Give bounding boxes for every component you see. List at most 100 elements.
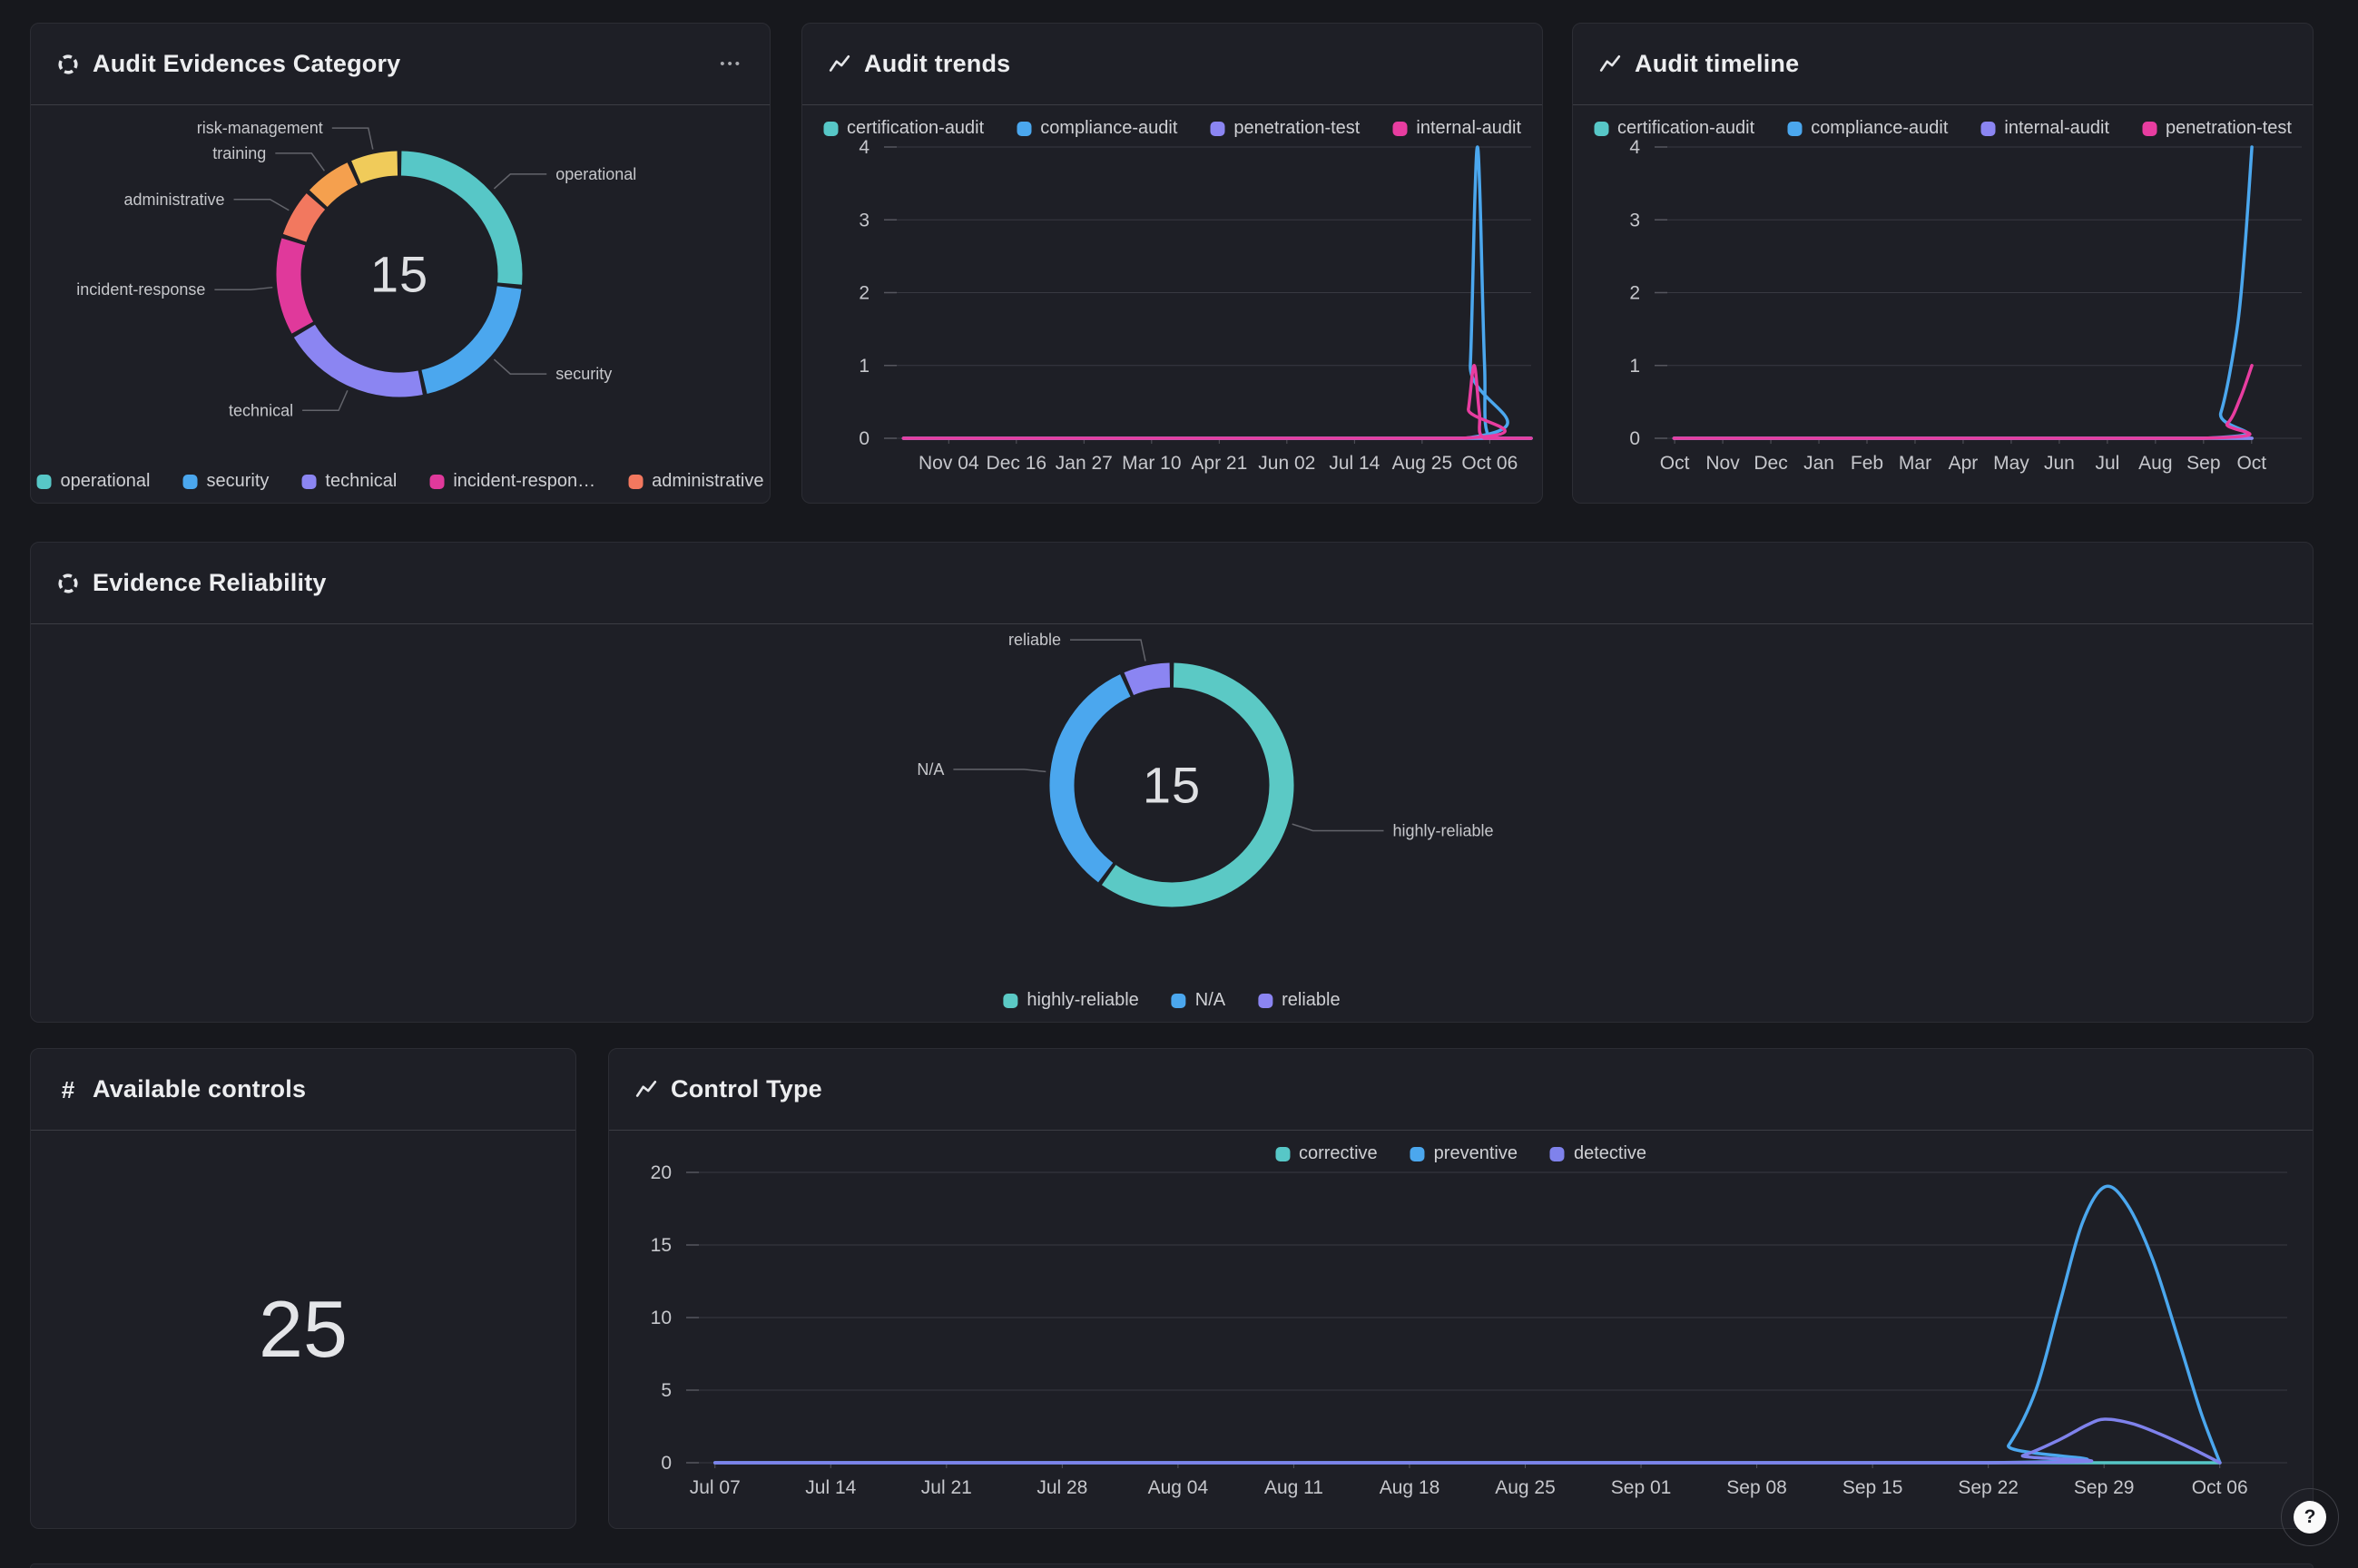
legend-item[interactable]: certification-audit (823, 118, 984, 139)
line-chart: 0 5 10 15 20 Jul 07 Jul 14 Jul 21 Jul 28 Aug 04 Au… (651, 1162, 2287, 1498)
legend-swatch (1410, 1146, 1425, 1161)
donut-segment-security[interactable] (421, 285, 522, 395)
callout-line (302, 390, 349, 412)
callout-label: highly-reliable (1392, 822, 1493, 840)
donut-segment-incident-response[interactable] (276, 238, 314, 334)
hash-icon: # (61, 1075, 75, 1103)
legend-item[interactable]: administrative (628, 471, 763, 492)
donut-segment-operational[interactable] (400, 151, 523, 285)
panel-menu-button[interactable]: ••• (718, 52, 744, 76)
x-tick-label: Jul 21 (921, 1477, 972, 1498)
x-tick-label: Jul 07 (690, 1477, 741, 1498)
callout-label: training (212, 144, 266, 162)
series-line-preventive (713, 1184, 2222, 1465)
line-chart-icon (828, 53, 851, 76)
donut-segment-technical[interactable] (293, 324, 423, 397)
legend-item[interactable]: compliance-audit (1787, 118, 1948, 139)
y-tick-label: 10 (651, 1308, 672, 1328)
legend-item[interactable]: operational (36, 471, 150, 492)
legend-item[interactable]: reliable (1258, 990, 1341, 1011)
legend-label: administrative (652, 471, 764, 491)
x-tick-label: Apr 21 (1191, 453, 1247, 474)
panel-title: Audit Evidences Category (93, 50, 401, 77)
callout-line (493, 173, 547, 190)
panel-audit-timeline: Audit timeline certification-audit compli… (1572, 23, 2314, 504)
legend-item[interactable]: preventive (1410, 1143, 1518, 1164)
callout-label: reliable (1008, 631, 1061, 649)
legend-item[interactable]: penetration-test (1210, 118, 1360, 139)
donut-segment-reliable[interactable] (1124, 662, 1171, 696)
y-tick-label: 0 (661, 1453, 672, 1474)
panel-audit-evidences-category: Audit Evidences Category ••• operational… (30, 23, 771, 504)
panel-evidence-reliability: Evidence Reliability highly-reliable N/A r… (30, 542, 2314, 1023)
x-tick-label: Jul 14 (805, 1477, 856, 1498)
callout-label: technical (229, 401, 293, 419)
legend-item[interactable]: highly-reliable (1003, 990, 1139, 1011)
panel-header: Audit timeline (1573, 24, 2313, 105)
callout-line (1292, 823, 1384, 832)
panel-control-type: Control Type corrective preventive detecti… (608, 1048, 2314, 1529)
legend-label: reliable (1282, 990, 1341, 1010)
chart-legend: corrective preventive detective (1274, 1143, 1647, 1164)
donut-chart-icon (56, 53, 80, 76)
panel-header: Control Type (609, 1049, 2313, 1131)
donut-segment-administrative[interactable] (282, 193, 326, 242)
callout-line (1070, 639, 1146, 662)
x-tick-label: Jul 14 (1329, 453, 1380, 474)
legend-swatch (1171, 993, 1186, 1008)
donut-segment-highly-reliable[interactable] (1101, 662, 1294, 907)
legend-label: detective (1573, 1143, 1647, 1163)
y-tick-label: 2 (1629, 283, 1640, 304)
legend-item[interactable]: internal-audit (1392, 118, 1521, 139)
callout-line (233, 199, 290, 211)
x-tick-label: Aug (2138, 453, 2172, 474)
line-chart: 0 1 2 3 4 Nov 04 Dec 16 Jan 27 Mar 10 Apr 21 Jun 0… (859, 137, 1533, 474)
legend-item[interactable]: security (182, 471, 269, 492)
x-tick-label: Dec (1754, 453, 1787, 474)
legend-label: highly-reliable (1027, 990, 1139, 1010)
series-line-internal-audit (901, 363, 1533, 440)
x-tick-label: Oct 06 (1461, 453, 1518, 474)
legend-item[interactable]: compliance-audit (1017, 118, 1177, 139)
legend-item[interactable]: corrective (1274, 1143, 1378, 1164)
legend-swatch (1017, 121, 1032, 136)
legend-label: security (206, 471, 270, 491)
panel-header: Audit Evidences Category ••• (31, 24, 770, 105)
donut-segment-risk-management[interactable] (351, 151, 398, 184)
help-button[interactable]: ? (2294, 1501, 2326, 1534)
x-tick-label: Jun 02 (1258, 453, 1315, 474)
x-tick-label: Feb (1851, 453, 1883, 474)
callout-label: risk-management (197, 119, 323, 137)
legend-swatch (429, 474, 445, 489)
callout-line (275, 152, 326, 172)
legend-label: N/A (1194, 990, 1226, 1010)
stat-value: 25 (259, 1284, 348, 1374)
y-tick-label: 20 (651, 1162, 672, 1183)
donut-segment-training[interactable] (309, 162, 359, 208)
legend-label: internal-audit (2004, 118, 2110, 138)
legend-label: preventive (1433, 1143, 1518, 1163)
callout-label: incident-response (76, 280, 205, 299)
x-tick-label: Jun (2044, 453, 2075, 474)
legend-item[interactable]: certification-audit (1594, 118, 1754, 139)
donut-segment-n-a[interactable] (1049, 674, 1131, 883)
legend-swatch (823, 121, 838, 136)
legend-item[interactable]: penetration-test (2142, 118, 2292, 139)
legend-item[interactable]: detective (1549, 1143, 1647, 1164)
legend-item[interactable]: internal-audit (1980, 118, 2109, 139)
legend-swatch (1594, 121, 1608, 136)
x-tick-label: Jan (1803, 453, 1834, 474)
panel-title: Audit trends (864, 50, 1011, 77)
legend-label: certification-audit (1617, 118, 1755, 138)
panel-available-controls: # Available controls 25 (30, 1048, 576, 1529)
y-tick-label: 1 (1629, 356, 1640, 377)
chart-legend: certification-audit compliance-audit inter… (1594, 118, 2292, 139)
legend-item[interactable]: N/A (1171, 990, 1226, 1011)
legend-item[interactable]: technical (301, 471, 397, 492)
x-tick-label: Sep 15 (1842, 1477, 1903, 1498)
panel-body: certification-audit compliance-audit penet… (802, 105, 1542, 503)
legend-item[interactable]: incident-respon… (429, 471, 595, 492)
panel-title: Evidence Reliability (93, 569, 327, 596)
panel-body: operational security technical incident-res… (31, 105, 770, 503)
callout-label: operational (555, 165, 636, 183)
